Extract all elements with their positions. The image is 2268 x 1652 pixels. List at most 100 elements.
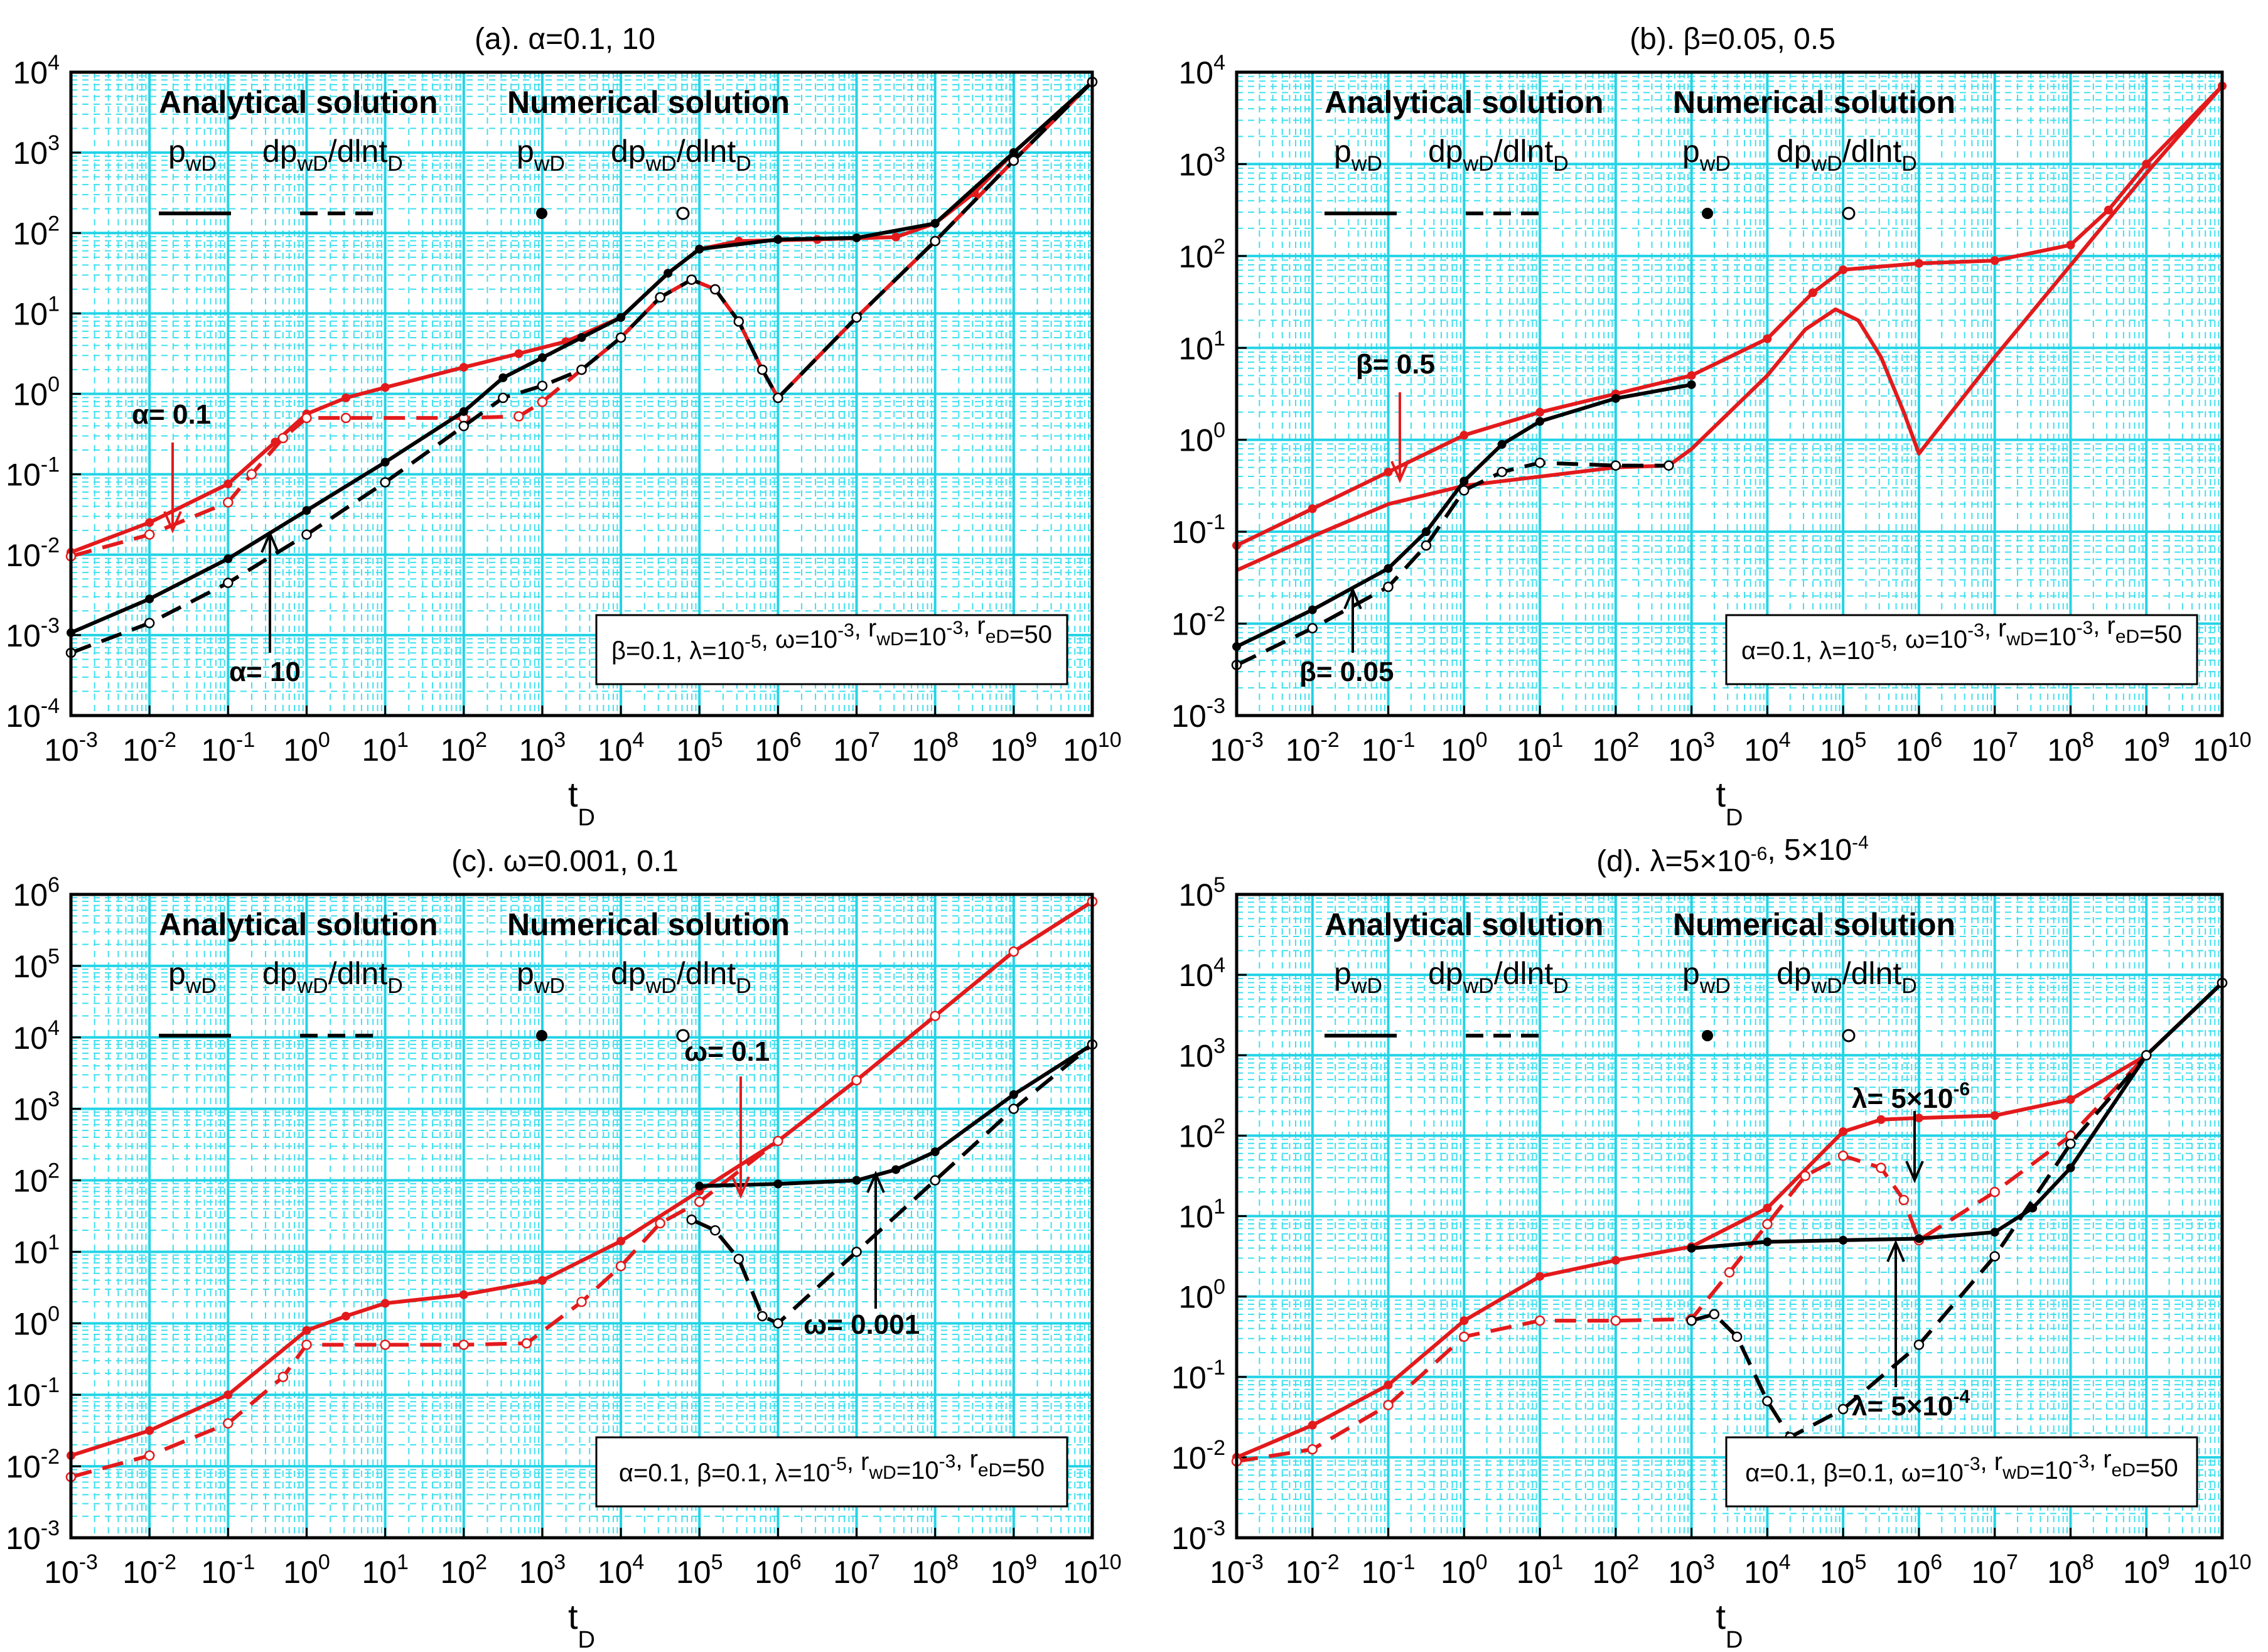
legend-label-main: p [1682, 134, 1700, 169]
y-tick-label: 102 [13, 212, 60, 251]
series-marker [1384, 467, 1393, 476]
tick-exponent: 2 [1213, 235, 1225, 259]
text-part: -3 [2077, 618, 2093, 638]
text-part: =10 [904, 623, 947, 651]
text-part: -3 [947, 618, 964, 638]
tick-base: 10 [1178, 877, 1213, 913]
series-marker [1762, 1219, 1773, 1230]
tick-base: 10 [1178, 239, 1213, 274]
tick-base: 10 [1178, 1199, 1213, 1235]
x-tick-label: 109 [2123, 728, 2170, 768]
text-part: =50 [1009, 621, 1052, 648]
x-axis-label-main: t [1716, 775, 1726, 814]
tick-exponent: 1 [397, 728, 409, 752]
series-marker [1898, 1194, 1910, 1206]
series-marker [341, 1311, 351, 1321]
series-marker [757, 364, 768, 375]
x-axis-label-sub: D [578, 805, 595, 831]
text-part: eD [986, 626, 1009, 647]
tick-base: 10 [1593, 1555, 1628, 1590]
legend-label-main: dp [262, 956, 298, 991]
text-part: , r [854, 614, 877, 642]
x-tick-label: 10-1 [1362, 1550, 1416, 1590]
series-marker [615, 1260, 626, 1272]
series-marker [773, 235, 783, 244]
series-marker [1876, 1115, 1886, 1124]
tick-base: 10 [1178, 958, 1213, 993]
legend: Analytical solution Numerical solutionpwD… [159, 907, 790, 1043]
series-marker [733, 316, 744, 327]
y-tick-label: 101 [1178, 1195, 1225, 1235]
legend-label-sub: D [387, 152, 403, 176]
x-tick-label: 10-3 [44, 728, 98, 768]
annotation-arrowhead [866, 1170, 885, 1193]
series-marker [1308, 504, 1317, 513]
x-axis-label-main: t [568, 775, 578, 814]
series-marker [1535, 407, 1545, 417]
text-part: =10 [2029, 1457, 2072, 1484]
legend-analytical-heading: Analytical solution [159, 85, 438, 120]
legend-label-sub: wD [1351, 974, 1382, 998]
text-part: , r [2089, 1446, 2112, 1473]
y-tick-label: 100 [1178, 1275, 1225, 1315]
tick-base: 10 [44, 1555, 79, 1590]
tick-exponent: -2 [1207, 603, 1225, 626]
tick-exponent: 4 [632, 728, 644, 752]
parameter-text: α=0.1, λ=10-5, ω=10-3, rwD=10-3, reD=50 [1741, 612, 2182, 665]
y-tick-label: 102 [13, 1159, 60, 1199]
legend-analytical-p-label: pwD [1334, 134, 1382, 176]
series-marker [301, 529, 312, 540]
annotation-1: β= 0.05 [1299, 586, 1394, 687]
series-marker [1421, 540, 1432, 551]
legend-filled-marker-sample [1702, 1030, 1713, 1041]
x-axis-label-sub: D [578, 1627, 595, 1652]
x-tick-label: 104 [598, 728, 645, 768]
x-tick-label: 103 [1668, 728, 1715, 768]
series-marker [1914, 1113, 1923, 1123]
tick-exponent: -1 [41, 1373, 60, 1397]
legend-label-sub: wD [1811, 974, 1842, 998]
text-part: =10 [2034, 623, 2077, 651]
tick-exponent: -3 [1207, 694, 1225, 718]
x-tick-label: 1010 [1063, 728, 1121, 768]
x-tick-label: 108 [911, 728, 959, 768]
series-marker [2066, 1163, 2075, 1172]
series-marker [246, 469, 257, 480]
tick-exponent: 6 [1930, 1550, 1942, 1574]
series-marker [537, 353, 547, 362]
x-tick-label: 106 [755, 728, 802, 768]
series-marker [1534, 458, 1545, 468]
series-marker [144, 529, 155, 540]
y-tick-label: 10-3 [1171, 694, 1225, 734]
annotation-label: ω= 0.1 [684, 1036, 770, 1067]
parameter-box-frame [595, 614, 1068, 685]
parameter-box: α=0.1, β=0.1, ω=10-3, rwD=10-3, reD=50 [1725, 1436, 2198, 1508]
series-marker [1008, 155, 1019, 166]
tick-exponent: 0 [1476, 728, 1488, 752]
text-part: , r [955, 1446, 978, 1473]
tick-base: 10 [598, 732, 633, 768]
series-marker [1687, 1243, 1696, 1253]
tick-base: 10 [6, 699, 41, 734]
series-group [65, 896, 1098, 1483]
text-part: , ω=10 [761, 626, 837, 653]
tick-base: 10 [2047, 732, 2082, 768]
series-marker [459, 1290, 468, 1299]
text-part: , r [847, 1448, 869, 1476]
legend-open-marker-sample [1842, 1029, 1856, 1043]
y-tick-label: 103 [1178, 142, 1225, 182]
tick-exponent: 0 [48, 373, 60, 397]
annotation-label: λ= 5×10-6 [1852, 1079, 1970, 1114]
tick-exponent: -3 [79, 1550, 98, 1574]
x-tick-label: 105 [1820, 1550, 1867, 1590]
tick-base: 10 [755, 732, 790, 768]
tick-base: 10 [13, 1021, 48, 1056]
tick-base: 10 [676, 1555, 711, 1590]
series-marker [514, 349, 524, 358]
text-part: -6 [1751, 844, 1768, 864]
series-marker [145, 1426, 154, 1435]
series-marker [1384, 1380, 1393, 1390]
tick-exponent: 0 [1476, 1550, 1488, 1574]
series-marker [1459, 485, 1470, 496]
series-marker [1610, 1315, 1621, 1326]
